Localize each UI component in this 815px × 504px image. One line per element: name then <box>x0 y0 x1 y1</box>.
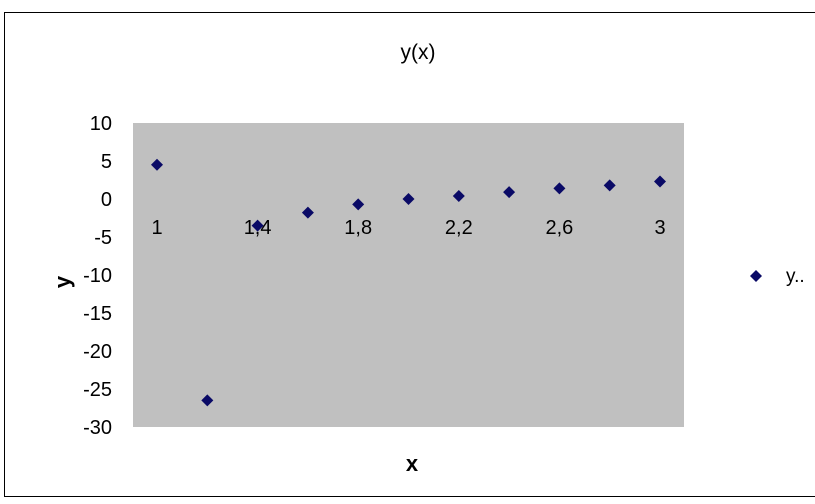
legend-label: y.. <box>786 266 805 287</box>
x-tick-label: 1 <box>151 217 162 239</box>
data-point <box>452 189 465 202</box>
y-tick-label: 0 <box>101 189 112 211</box>
data-point <box>301 206 314 219</box>
legend: y.. <box>750 266 805 287</box>
y-tick-label: -30 <box>83 417 112 439</box>
data-point <box>654 175 666 188</box>
y-tick-label: 10 <box>90 113 112 135</box>
y-tick-label: -20 <box>83 341 112 363</box>
y-tick-label: -15 <box>83 303 112 325</box>
chart-title: y(x) <box>401 41 436 64</box>
data-point <box>352 198 365 211</box>
x-tick-label: 2,6 <box>545 217 573 239</box>
x-tick-label: 2,2 <box>445 217 473 239</box>
plot-area <box>133 123 684 427</box>
y-tick-labels: 10 5 0 -5 -10 -15 -20 -25 -30 <box>83 113 112 439</box>
data-point <box>603 179 616 192</box>
data-point <box>503 186 516 199</box>
data-point <box>151 158 163 171</box>
y-axis-label: y <box>50 275 75 288</box>
y-tick-label: 5 <box>101 151 112 173</box>
y-tick-label: -25 <box>83 379 112 401</box>
data-point <box>201 394 214 407</box>
x-tick-label: 3 <box>654 217 665 239</box>
legend-marker <box>750 270 762 282</box>
data-point <box>553 182 566 195</box>
data-point <box>251 219 264 232</box>
y-tick-label: -5 <box>94 227 112 249</box>
y-tick-label: -10 <box>83 265 112 287</box>
data-points <box>151 158 666 407</box>
data-point <box>402 193 415 205</box>
x-tick-label: 1,8 <box>344 217 372 239</box>
x-axis-label: x <box>406 451 419 476</box>
